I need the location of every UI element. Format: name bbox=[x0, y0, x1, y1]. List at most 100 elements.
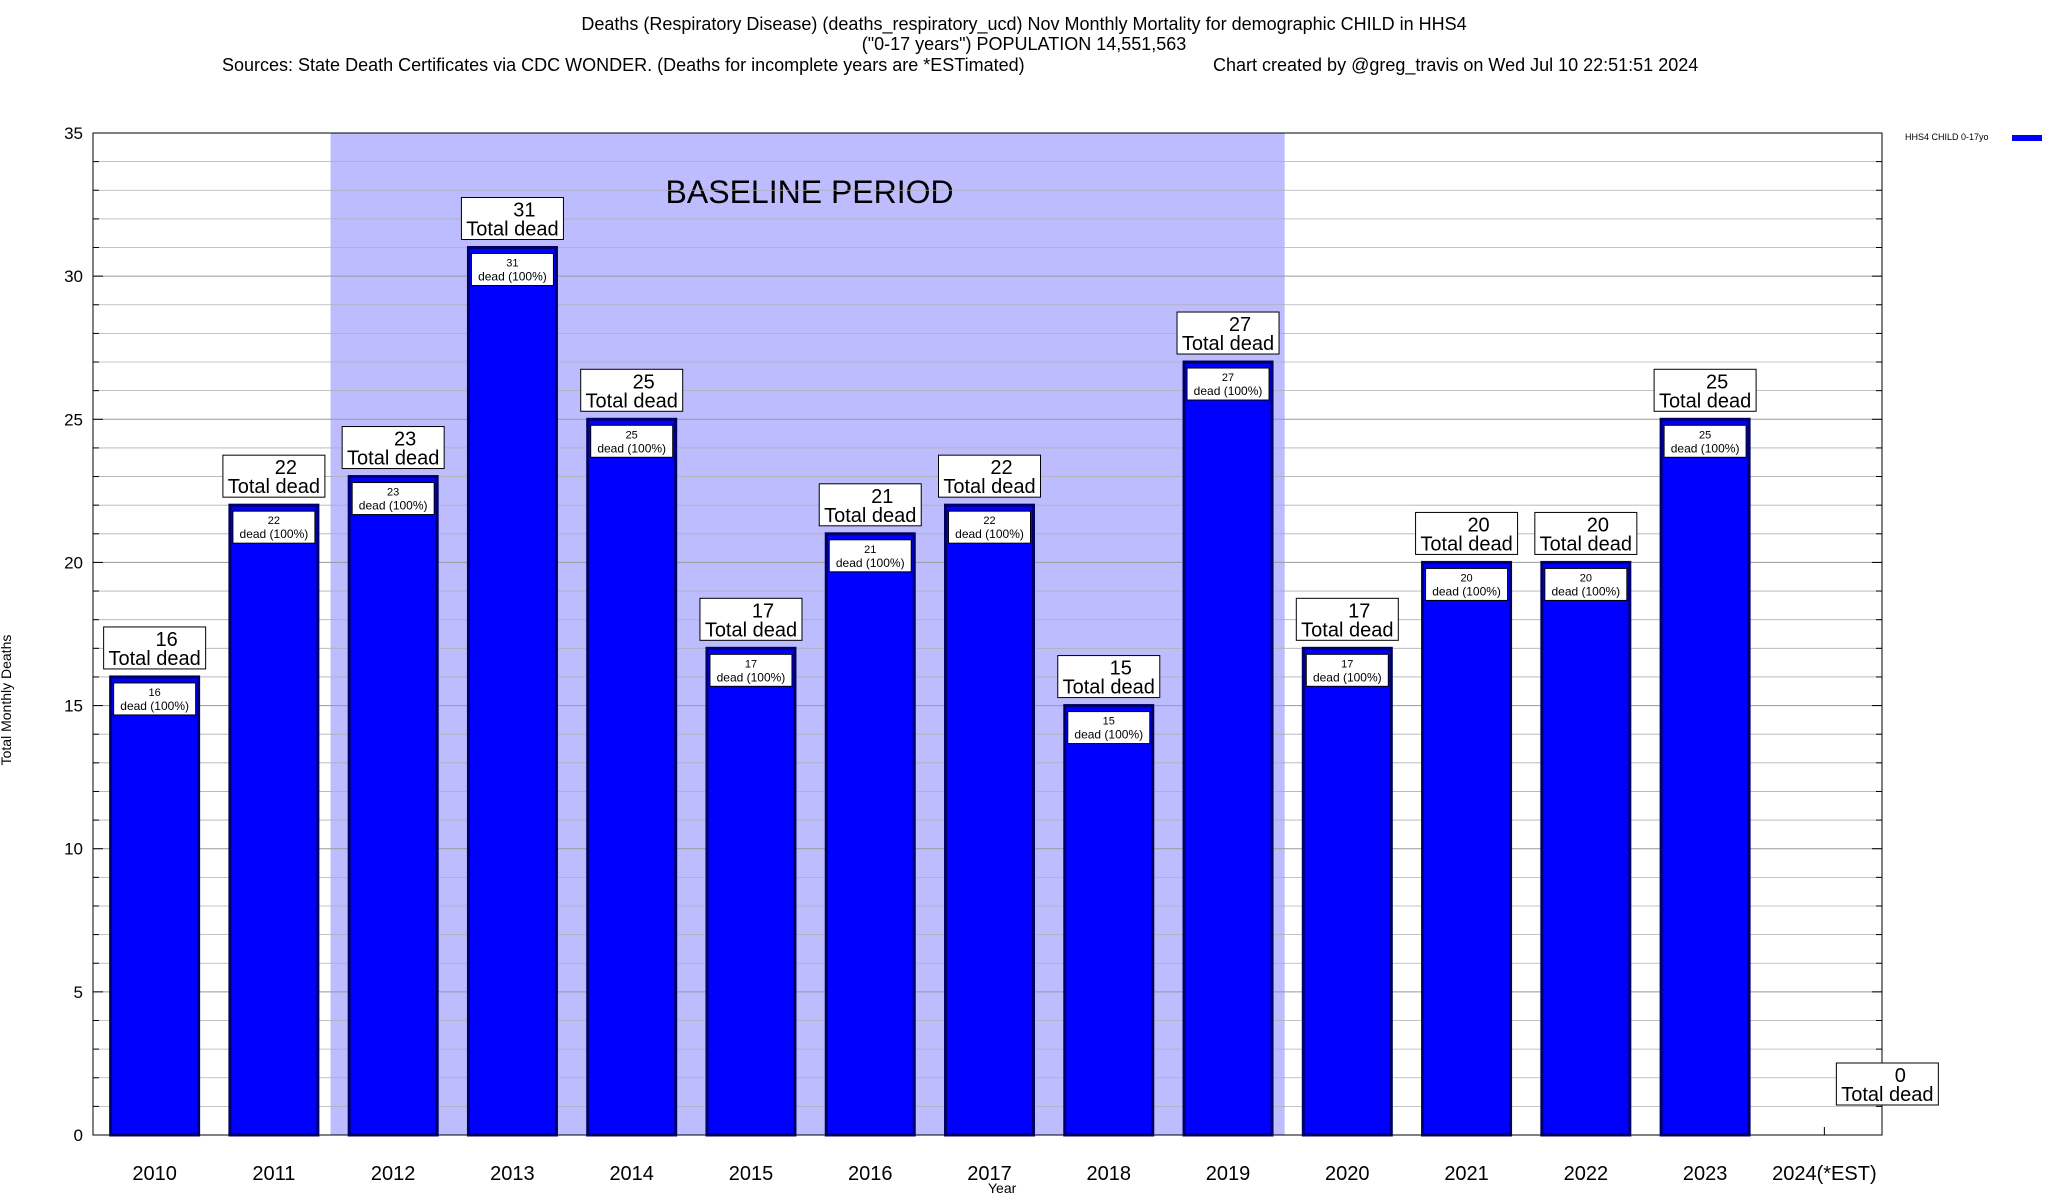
total-text-label: Total dead bbox=[705, 619, 797, 641]
total-value-label: 22 bbox=[990, 457, 1012, 479]
total-value-label: 15 bbox=[1110, 658, 1132, 680]
legend-entry: HHS4 CHILD 0-17yo bbox=[1905, 132, 1989, 142]
bar bbox=[347, 475, 439, 1137]
bar-inner-box bbox=[1186, 367, 1270, 401]
x-tick-label: 2012 bbox=[371, 1163, 416, 1185]
bar-inner-value: 21 bbox=[864, 544, 876, 556]
total-text-label: Total dead bbox=[1420, 533, 1512, 555]
chart-sources: Sources: State Death Certificates via CD… bbox=[222, 55, 1025, 75]
bar-inner-label: dead (100%) bbox=[1671, 441, 1740, 455]
bar-inner-value: 17 bbox=[1341, 658, 1353, 670]
bar bbox=[705, 646, 797, 1137]
x-tick-label: 2010 bbox=[132, 1163, 177, 1185]
total-label-box bbox=[460, 197, 564, 241]
bar-inner-box bbox=[948, 510, 1031, 544]
y-tick-label: 15 bbox=[64, 697, 83, 716]
total-text-label: Total dead bbox=[1540, 533, 1632, 555]
total-value-label: 16 bbox=[156, 629, 178, 651]
total-text-label: Total dead bbox=[824, 505, 916, 527]
total-label-box bbox=[1534, 511, 1638, 555]
x-tick-label: 2016 bbox=[848, 1163, 893, 1185]
x-tick-label: 2021 bbox=[1444, 1163, 1489, 1185]
total-value-label: 25 bbox=[1706, 371, 1728, 393]
total-text-label: Total dead bbox=[347, 448, 439, 470]
x-tick-label: 2022 bbox=[1564, 1163, 1609, 1185]
bar-inner-value: 27 bbox=[1222, 372, 1234, 384]
bar-inner-value: 31 bbox=[506, 258, 518, 270]
bar-inner-box bbox=[828, 539, 912, 573]
bar-inner-box bbox=[709, 653, 793, 687]
total-label-box bbox=[1295, 597, 1399, 641]
bar bbox=[1301, 646, 1393, 1137]
bar-inner-value: 17 bbox=[745, 658, 757, 670]
y-tick-label: 20 bbox=[64, 553, 83, 572]
total-text-label: Total dead bbox=[1841, 1084, 1933, 1106]
total-text-label: Total dead bbox=[1182, 333, 1274, 355]
total-text-label: Total dead bbox=[1659, 390, 1751, 412]
x-tick-label: 2013 bbox=[490, 1163, 535, 1185]
bar-inner-label: dead (100%) bbox=[1551, 584, 1620, 598]
total-value-label: 17 bbox=[752, 600, 774, 622]
total-text-label: Total dead bbox=[1301, 619, 1393, 641]
bar-inner-box bbox=[590, 424, 674, 458]
total-label-box bbox=[222, 454, 326, 498]
total-label-box bbox=[341, 426, 445, 470]
bar-inner-box bbox=[1067, 711, 1151, 745]
chart-title-line1: Deaths (Respiratory Disease) (deaths_res… bbox=[581, 14, 1467, 34]
bar bbox=[1063, 704, 1155, 1137]
bar bbox=[1421, 560, 1513, 1137]
total-text-label: Total dead bbox=[228, 476, 320, 498]
bar-inner-label: dead (100%) bbox=[1074, 728, 1143, 742]
bar-inner-box bbox=[1663, 424, 1747, 458]
total-text-label: Total dead bbox=[108, 648, 200, 670]
total-label-box bbox=[1176, 311, 1280, 355]
bar-inner-value: 20 bbox=[1460, 572, 1472, 584]
total-text-label: Total dead bbox=[466, 219, 558, 241]
bar-inner-box bbox=[1305, 653, 1389, 687]
y-tick-label: 5 bbox=[74, 983, 83, 1002]
total-text-label: Total dead bbox=[1063, 677, 1155, 699]
bar-inner-box bbox=[113, 682, 197, 716]
bar-inner-value: 20 bbox=[1580, 572, 1592, 584]
total-value-label: 21 bbox=[871, 486, 893, 508]
bar bbox=[1659, 417, 1751, 1137]
total-value-label: 31 bbox=[513, 200, 535, 222]
bar-inner-box bbox=[1544, 567, 1628, 601]
bar-inner-box bbox=[1425, 567, 1509, 601]
total-value-label: 17 bbox=[1348, 600, 1370, 622]
total-label-box bbox=[1057, 655, 1161, 699]
total-value-label: 20 bbox=[1467, 514, 1489, 536]
bar-inner-box bbox=[470, 253, 554, 287]
bar-inner-label: dead (100%) bbox=[717, 670, 786, 684]
baseline-label: BASELINE PERIOD bbox=[666, 174, 954, 210]
x-tick-label: 2024(*EST) bbox=[1772, 1163, 1877, 1185]
bar bbox=[1540, 560, 1632, 1137]
x-tick-label: 2018 bbox=[1087, 1163, 1132, 1185]
y-axis-label: Total Monthly Deaths bbox=[0, 634, 14, 766]
y-tick-label: 25 bbox=[64, 410, 83, 429]
bar bbox=[1182, 360, 1274, 1137]
total-label-box bbox=[580, 368, 684, 412]
bar-inner-label: dead (100%) bbox=[1194, 384, 1263, 398]
total-value-label: 27 bbox=[1229, 314, 1251, 336]
bar-inner-label: dead (100%) bbox=[955, 527, 1024, 541]
total-value-label: 25 bbox=[633, 371, 655, 393]
x-tick-label: 2020 bbox=[1325, 1163, 1370, 1185]
y-tick-label: 30 bbox=[64, 267, 83, 286]
y-tick-label: 10 bbox=[64, 840, 83, 859]
bar-inner-value: 22 bbox=[268, 515, 280, 527]
x-tick-label: 2014 bbox=[609, 1163, 654, 1185]
total-text-label: Total dead bbox=[943, 476, 1035, 498]
total-value-label: 0 bbox=[1895, 1065, 1906, 1087]
bar bbox=[944, 503, 1035, 1137]
y-tick-label: 0 bbox=[74, 1126, 83, 1145]
bar-inner-label: dead (100%) bbox=[836, 556, 905, 570]
total-value-label: 20 bbox=[1587, 514, 1609, 536]
bar-inner-label: dead (100%) bbox=[478, 270, 547, 284]
total-label-box bbox=[1653, 368, 1757, 412]
bar-inner-box bbox=[351, 482, 435, 516]
bar bbox=[586, 417, 678, 1137]
bar-inner-value: 23 bbox=[387, 487, 399, 499]
bar-inner-label: dead (100%) bbox=[359, 499, 428, 513]
